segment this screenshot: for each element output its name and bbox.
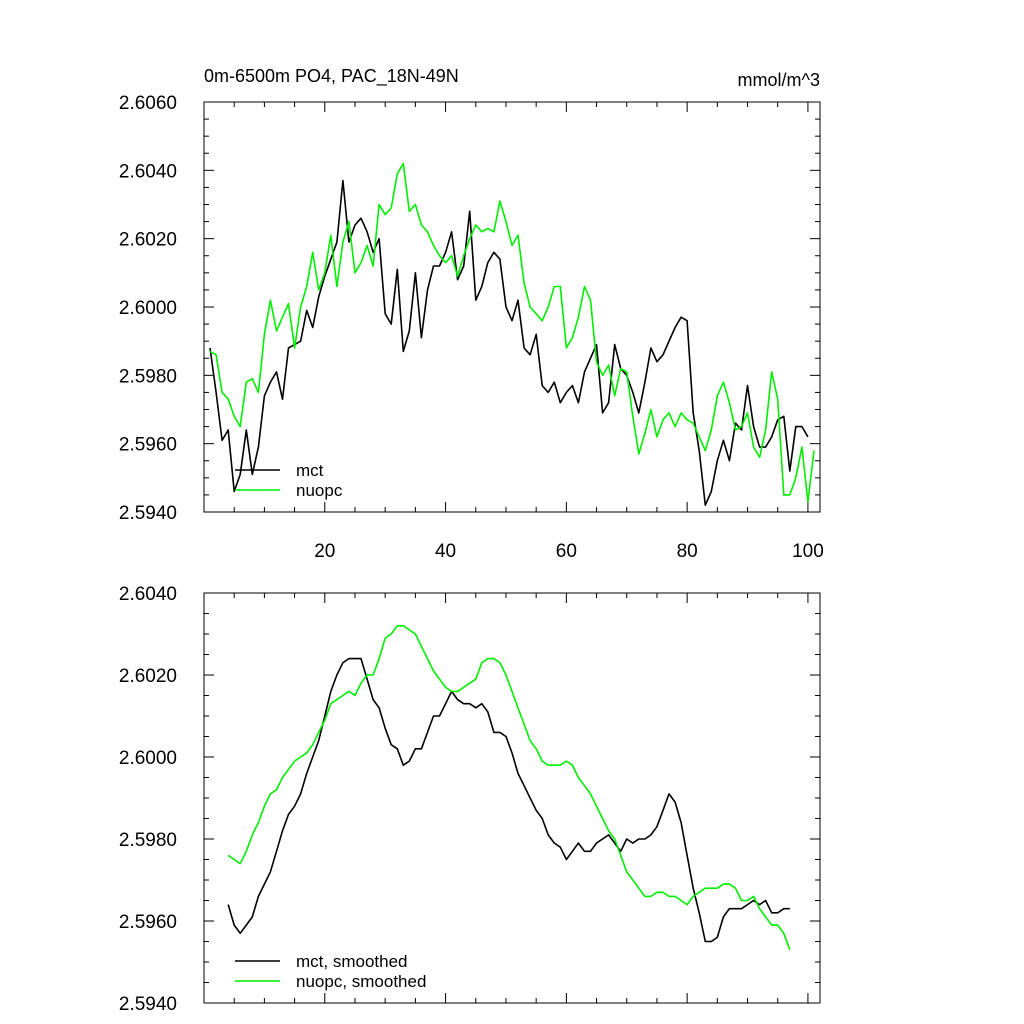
x-tick-label: 40: [435, 541, 456, 562]
legend-label-mct: mct: [296, 461, 324, 480]
series-line-mct-smoothed: [227, 657, 790, 943]
y-tick-label: 2.6040: [119, 584, 177, 605]
y-tick-label: 2.6000: [119, 298, 177, 319]
top-legend: mct nuopc: [235, 461, 343, 500]
bottom-ticks: 2.5940 2.5960 2.5980 2.6000 2.6020 2.6040: [119, 584, 820, 1015]
x-tick-label: 60: [556, 541, 577, 562]
y-tick-label: 2.6020: [119, 230, 177, 251]
top-plot-frame: [203, 101, 821, 513]
y-tick-label: 2.5940: [119, 994, 177, 1015]
y-tick-label: 2.5960: [119, 435, 177, 456]
y-tick-label: 2.5960: [119, 912, 177, 933]
y-tick-label: 2.5980: [119, 830, 177, 851]
series-line-nuopc-smoothed: [227, 624, 791, 950]
series-line-mct: [209, 179, 809, 507]
y-tick-label: 2.5940: [119, 503, 177, 524]
legend-label-mct-smoothed: mct, smoothed: [296, 952, 408, 971]
top-series: [209, 162, 815, 507]
top-title: 0m-6500m PO4, PAC_18N-49N: [204, 66, 459, 87]
x-tick-label: 80: [677, 541, 698, 562]
top-ticks: 20 40 60 80 100 2.5940 2.5960 2.5980 2.6000 2.602…: [119, 93, 824, 562]
bottom-series: [227, 624, 791, 950]
bottom-plot-frame: [203, 592, 821, 1004]
y-tick-label: 2.6060: [119, 93, 177, 114]
y-tick-label: 2.6040: [119, 161, 177, 182]
top-panel: 0m-6500m PO4, PAC_18N-49N mmol/m^3 20 40 6…: [119, 66, 824, 562]
legend-label-nuopc: nuopc: [296, 481, 343, 500]
legend-label-nuopc-smoothed: nuopc, smoothed: [296, 972, 426, 991]
x-tick-label: 20: [314, 541, 335, 562]
top-units: mmol/m^3: [738, 70, 820, 90]
y-tick-label: 2.6020: [119, 666, 177, 687]
y-tick-label: 2.6000: [119, 748, 177, 769]
bottom-legend: mct, smoothed nuopc, smoothed: [235, 952, 426, 991]
bottom-panel: 2.5940 2.5960 2.5980 2.6000 2.6020 2.6040 mct…: [119, 584, 821, 1015]
y-tick-label: 2.5980: [119, 366, 177, 387]
series-line-nuopc: [209, 162, 815, 503]
x-tick-label: 100: [792, 541, 824, 562]
